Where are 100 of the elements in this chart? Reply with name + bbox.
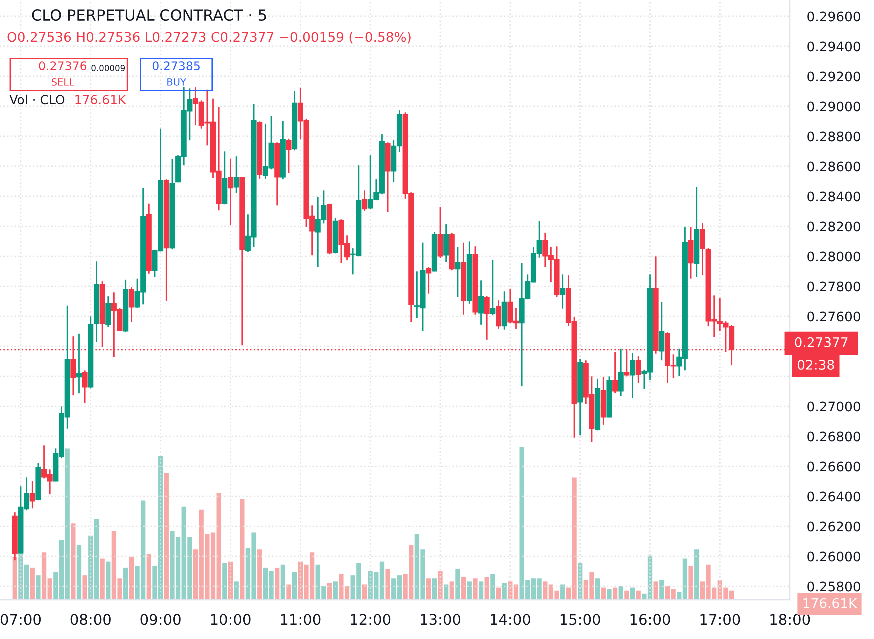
bar: [478, 582, 484, 600]
bar: [654, 582, 658, 600]
bar: [624, 590, 630, 600]
bar: [82, 576, 88, 600]
bar: [473, 578, 478, 600]
bar: [386, 569, 390, 600]
candlestick: [455, 246, 461, 298]
candlestick: [362, 190, 368, 212]
y-tick-label: 0.27600: [808, 312, 860, 322]
candlestick: [286, 138, 292, 174]
annotation: 0.27385: [152, 62, 200, 71]
y-tick-label: 0.27000: [808, 402, 860, 412]
bar: [444, 584, 449, 600]
bar: [30, 568, 35, 600]
bar: [327, 583, 332, 600]
y-tick-label: 0.25800: [808, 582, 860, 592]
bar: [100, 558, 105, 600]
bar: [461, 577, 466, 600]
candlestick: [234, 156, 240, 194]
bar: [292, 572, 298, 600]
text: O0.27536 H0.27536 L0.27273 C0.27377 −0.00159 (−0.58%): [8, 32, 411, 44]
bar: [234, 582, 239, 600]
y-tick-label: 0.29600: [808, 12, 860, 22]
bar: [12, 557, 18, 600]
candlestick: [496, 300, 502, 330]
bar: [76, 545, 82, 600]
candlestick: [444, 224, 450, 264]
candlestick: [630, 352, 636, 399]
y-tick-label: 0.26600: [808, 462, 860, 472]
bar: [146, 554, 152, 600]
candlestick: [618, 348, 624, 398]
bar: [362, 584, 368, 600]
candlestick: [688, 226, 694, 280]
y-tick-label: 0.29200: [808, 72, 860, 82]
bar: [612, 588, 618, 600]
annotation: 176.61K: [76, 95, 126, 105]
candlestick: [228, 158, 234, 226]
bar: [484, 577, 490, 600]
bar: [560, 584, 566, 600]
candlestick: [636, 356, 642, 384]
bar: [450, 582, 454, 600]
bar: [502, 583, 507, 600]
bar: [333, 582, 338, 600]
bar: [106, 562, 111, 600]
annotation: Vol · CLO: [10, 94, 65, 105]
candlestick: [478, 280, 484, 326]
candlestick: [612, 352, 618, 394]
annotation: 0.00009: [92, 65, 126, 72]
x-tick-label: 14:00: [491, 614, 530, 626]
x-tick-label: 08:00: [70, 614, 111, 626]
candlestick: [438, 206, 444, 260]
bar: [222, 563, 228, 600]
bar: [164, 473, 169, 600]
candlestick: [490, 259, 496, 316]
bar: [607, 589, 612, 600]
x-tick-label: 10:00: [211, 614, 251, 626]
x-tick-label: 09:00: [140, 614, 181, 626]
bar: [630, 588, 636, 600]
bar: [456, 569, 460, 600]
x-tick-label: 15:00: [560, 614, 600, 626]
x-tick-label: 07:00: [0, 614, 42, 626]
y-tick-label: 0.26000: [808, 552, 860, 562]
candlestick: [426, 266, 432, 295]
y-tick-label: 0.28800: [808, 132, 860, 142]
candlestick: [502, 290, 508, 331]
bar: [490, 574, 496, 600]
bar: [601, 588, 606, 600]
y-tick-label: 0.26200: [808, 522, 860, 532]
bar: [595, 578, 600, 600]
y-tick-label: 0.28400: [808, 192, 860, 202]
bar: [124, 568, 128, 600]
bar: [432, 578, 437, 600]
bar: [280, 564, 286, 600]
bar: [258, 550, 262, 600]
bar: [240, 499, 245, 600]
x-tick-label: 18:00: [770, 614, 810, 626]
x-tick-label: 16:00: [630, 614, 670, 626]
bar: [129, 557, 134, 600]
annotation: 0.27376: [39, 62, 87, 71]
candlestick: [106, 296, 112, 328]
bar: [286, 584, 292, 600]
candlestick: [82, 370, 88, 404]
annotation: BUY: [168, 78, 186, 86]
bar: [426, 578, 432, 600]
bar: [438, 570, 443, 600]
y-tick-label: 0.29000: [808, 102, 860, 112]
candlestick: [659, 302, 665, 362]
candlestick: [76, 333, 82, 394]
candlestick: [484, 296, 490, 341]
y-tick-label: 0.28600: [808, 162, 860, 172]
bar: [467, 582, 472, 600]
y-tick-label: 0.28200: [808, 222, 860, 232]
y-tick-label: 0.26800: [808, 432, 860, 442]
candlestick: [30, 480, 36, 510]
annotation: SELL: [52, 78, 74, 86]
x-tick-label: 12:00: [351, 614, 391, 626]
y-tick-label: 0.27800: [808, 282, 860, 292]
bar: [688, 566, 694, 600]
x-tick-label: 11:00: [281, 614, 321, 626]
y-tick-label: 0.28000: [808, 252, 860, 262]
